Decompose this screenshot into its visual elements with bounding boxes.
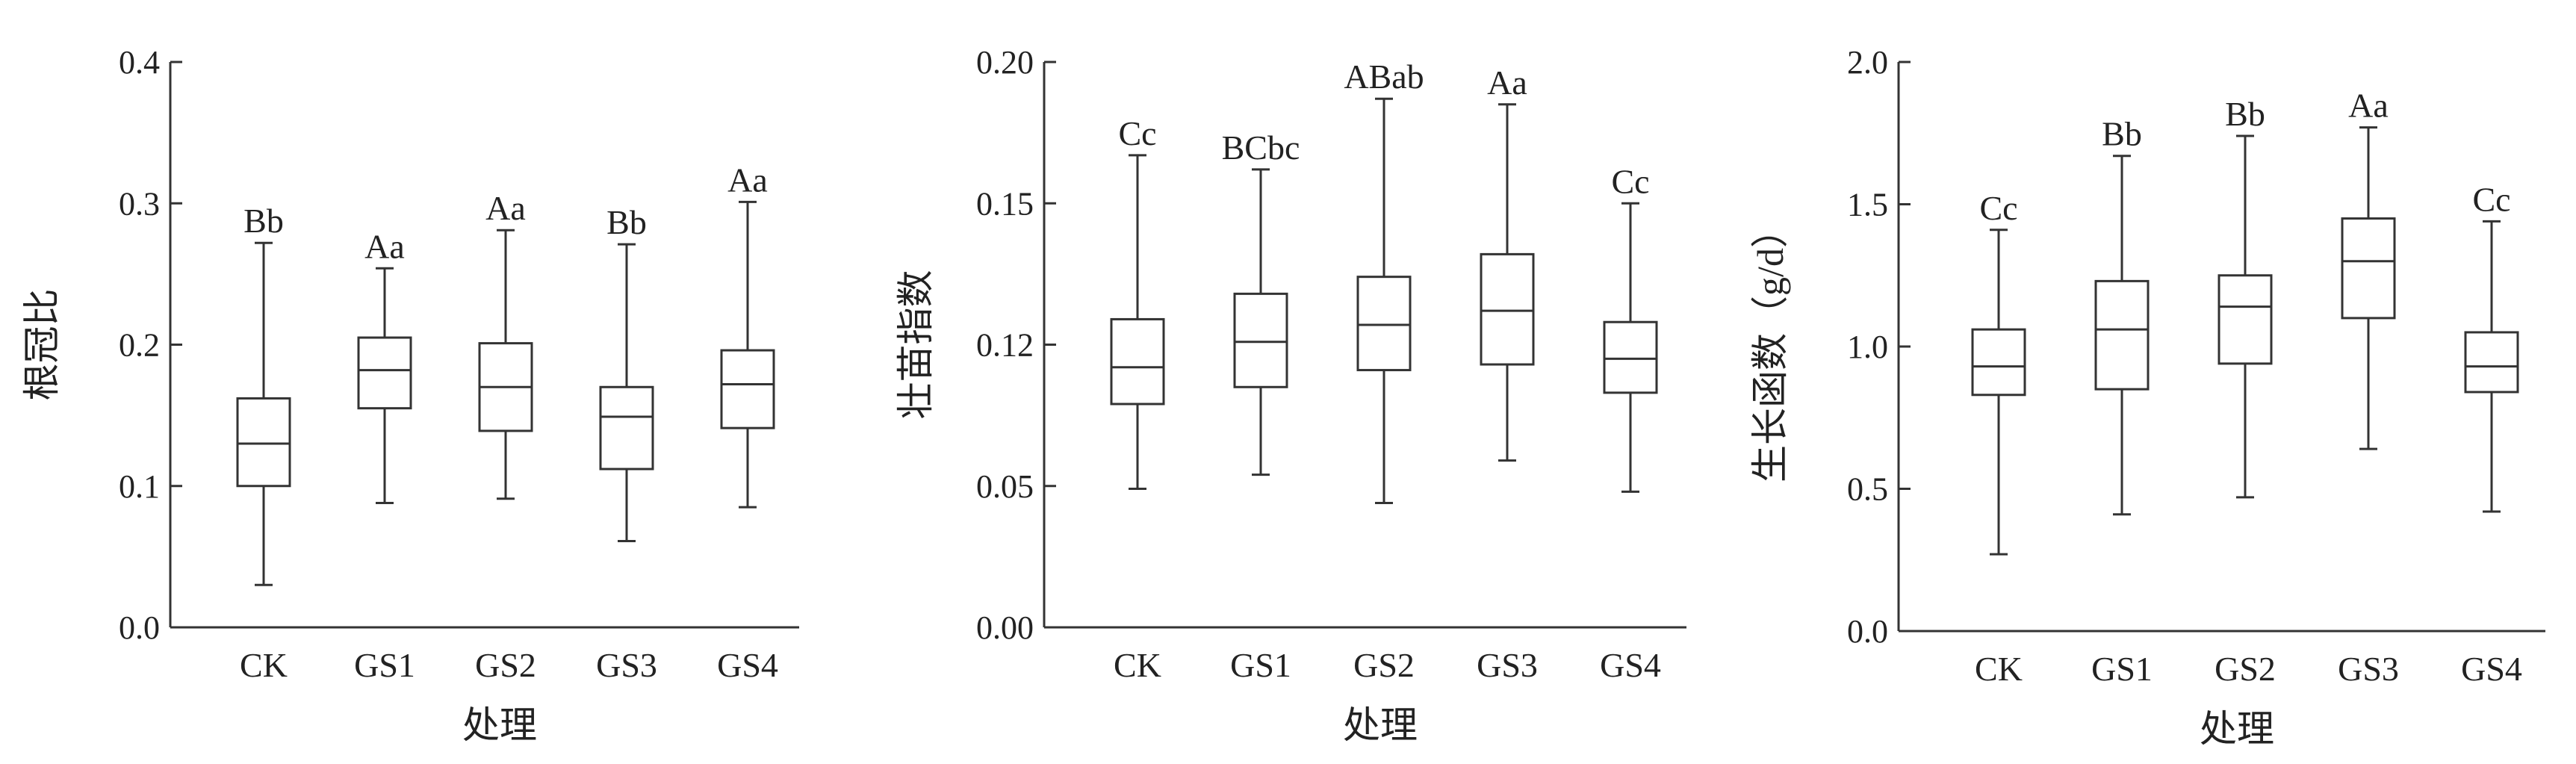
x-tick-label: GS1 <box>354 646 415 684</box>
x-tick-label: GS4 <box>2461 650 2522 688</box>
box-gs1: Bb <box>2094 115 2150 516</box>
iqr-box <box>720 349 775 429</box>
iqr-box <box>236 397 291 488</box>
iqr-box <box>2094 279 2150 391</box>
y-axis-title: 根冠比 <box>21 289 63 401</box>
x-tick-label: CK <box>1975 650 2023 688</box>
box-gs4: Aa <box>720 161 775 509</box>
x-tick-label: GS1 <box>1230 646 1291 684</box>
box-gs3: Bb <box>599 203 654 543</box>
iqr-box <box>1110 317 1165 406</box>
box-gs2: Aa <box>478 189 533 500</box>
y-tick-label: 0.2 <box>119 327 160 364</box>
x-axis-title: 处理 <box>462 704 537 746</box>
panel-growth-function: 0.0 0.5 1.0 1.5 2.0 Cc CK Bb GS1 Bb GS2 Aa GS3 Cc GS4 处… <box>1749 44 2545 750</box>
y-tick-label: 0.1 <box>119 468 160 505</box>
box-gs3: Aa <box>2341 87 2396 450</box>
significance-label: Bb <box>2102 115 2142 153</box>
significance-label: Bb <box>2225 95 2265 133</box>
significance-label: Cc <box>1979 189 2017 227</box>
iqr-box <box>2464 331 2519 394</box>
significance-label: Aa <box>485 189 526 227</box>
x-tick-label: CK <box>1114 646 1161 684</box>
x-tick-label: GS3 <box>596 646 657 684</box>
y-tick-label: 0.4 <box>119 44 160 81</box>
box-ck: Cc <box>1110 114 1165 491</box>
x-tick-label: GS2 <box>1353 646 1415 684</box>
box-gs1: Aa <box>357 227 412 504</box>
box-ck: Bb <box>236 202 291 586</box>
y-tick-label: 0.20 <box>976 44 1034 81</box>
significance-label: ABab <box>1344 58 1424 96</box>
x-tick-label: GS3 <box>2338 650 2399 688</box>
box-gs2: ABab <box>1344 58 1424 504</box>
iqr-box <box>357 336 412 410</box>
x-axis-title: 处理 <box>1343 704 1418 746</box>
significance-label: Cc <box>1611 162 1649 200</box>
y-tick-label: 0.3 <box>119 185 160 222</box>
y-tick-label: 0.0 <box>119 609 160 646</box>
significance-label: Aa <box>2348 87 2389 125</box>
iqr-box <box>2217 274 2273 365</box>
x-tick-label: GS3 <box>1477 646 1538 684</box>
box-gs4: Cc <box>1603 162 1658 493</box>
box-gs2: Bb <box>2217 95 2273 499</box>
y-axis-title: 壮苗指数 <box>895 270 937 420</box>
significance-label: Bb <box>243 202 284 240</box>
y-tick-label: 0.5 <box>1847 471 1888 508</box>
significance-label: BCbc <box>1222 128 1300 167</box>
box-gs1: BCbc <box>1222 128 1300 476</box>
significance-label: Aa <box>727 161 768 199</box>
iqr-box <box>1971 328 2026 397</box>
significance-label: Bb <box>606 203 647 241</box>
iqr-box <box>599 385 654 470</box>
iqr-box <box>1603 320 1658 394</box>
iqr-box <box>2341 217 2396 320</box>
x-tick-label: GS2 <box>475 646 536 684</box>
x-tick-label: GS4 <box>717 646 778 684</box>
significance-label: Aa <box>1487 63 1527 102</box>
iqr-box <box>1356 276 1412 372</box>
y-tick-label: 2.0 <box>1847 44 1888 81</box>
box-gs3: Aa <box>1480 63 1535 462</box>
box-ck: Cc <box>1971 189 2026 556</box>
x-axis-title: 处理 <box>2200 708 2274 750</box>
y-tick-label: 0.00 <box>976 609 1034 646</box>
x-tick-label: GS2 <box>2215 650 2276 688</box>
panel-seedling-index: 0.00 0.05 0.12 0.15 0.20 Cc CK BCbc GS1 ABab GS2 Aa… <box>895 44 1686 746</box>
y-tick-label: 0.12 <box>976 327 1034 364</box>
box-gs4: Cc <box>2464 180 2519 513</box>
y-tick-label: 0.05 <box>976 468 1034 505</box>
x-tick-label: GS1 <box>2091 650 2153 688</box>
significance-label: Aa <box>364 227 405 265</box>
significance-label: Cc <box>2472 180 2510 218</box>
x-tick-label: GS4 <box>1600 646 1661 684</box>
y-tick-label: 0.15 <box>976 185 1034 222</box>
y-axis-title: 生长函数（g/d） <box>1749 211 1791 482</box>
x-tick-label: CK <box>240 646 288 684</box>
iqr-box <box>1480 252 1535 366</box>
y-tick-label: 0.0 <box>1847 613 1888 650</box>
y-tick-label: 1.5 <box>1847 187 1888 223</box>
y-tick-label: 1.0 <box>1847 329 1888 365</box>
significance-label: Cc <box>1118 114 1156 152</box>
iqr-box <box>1233 292 1288 388</box>
panel-root-shoot-ratio: 0.0 0.1 0.2 0.3 0.4 Bb CK Aa GS1 Aa GS2 Bb GS3 Aa GS4 处… <box>21 44 799 746</box>
